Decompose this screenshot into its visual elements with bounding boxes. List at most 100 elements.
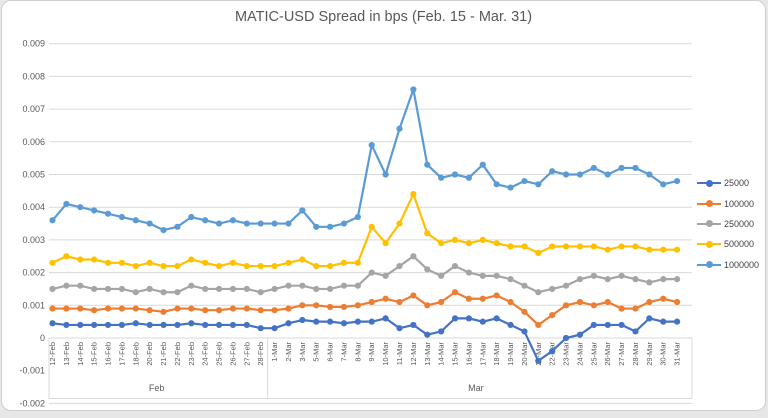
series-point-250000 <box>507 276 514 283</box>
series-point-250000 <box>174 289 181 296</box>
y-tick-label: 0 <box>40 333 45 343</box>
category-label: 15-Feb <box>90 342 99 366</box>
category-label: 15-Mar <box>451 342 460 366</box>
series-point-250000 <box>590 272 597 279</box>
category-label: 14-Mar <box>437 342 446 366</box>
series-point-100000 <box>576 298 584 306</box>
legend-item[interactable]: 25000 <box>697 173 759 193</box>
series-point-500000 <box>63 253 70 260</box>
series-point-1000000 <box>451 171 459 178</box>
series-point-250000 <box>229 285 237 293</box>
series-point-25000 <box>63 321 70 329</box>
category-label: 26-Feb <box>228 342 237 366</box>
series-point-25000 <box>243 321 250 329</box>
series-point-1000000 <box>243 220 250 227</box>
series-point-1000000 <box>590 164 597 172</box>
legend-item[interactable]: 250000 <box>697 214 759 234</box>
series-point-1000000 <box>188 213 195 221</box>
series-point-100000 <box>174 305 181 312</box>
series-point-500000 <box>549 243 556 250</box>
series-point-1000000 <box>396 125 403 132</box>
series-point-100000 <box>382 295 389 302</box>
series-point-250000 <box>188 282 195 289</box>
y-tick-label: 0.008 <box>22 71 45 81</box>
series-point-25000 <box>396 325 403 332</box>
category-label: 7-Mar <box>339 342 348 362</box>
legend-item[interactable]: 1000000 <box>697 255 759 275</box>
series-point-25000 <box>299 316 306 324</box>
series-point-25000 <box>465 315 472 322</box>
category-label: 11-Mar <box>395 342 404 366</box>
category-label: 30-Mar <box>659 342 668 366</box>
series-point-100000 <box>396 298 403 306</box>
series-point-1000000 <box>368 141 375 149</box>
series-point-500000 <box>340 259 348 266</box>
category-label: 17-Feb <box>117 342 126 366</box>
series-point-1000000 <box>465 174 472 181</box>
series-point-250000 <box>368 269 375 276</box>
series-point-250000 <box>327 285 334 293</box>
series-point-500000 <box>660 246 667 253</box>
series-point-25000 <box>368 318 375 325</box>
series-point-250000 <box>160 289 167 296</box>
series-point-100000 <box>674 298 681 306</box>
category-label: 17-Mar <box>478 342 487 366</box>
legend-item[interactable]: 500000 <box>697 234 759 254</box>
series-point-500000 <box>465 240 472 247</box>
series-point-25000 <box>562 334 570 342</box>
legend-item-label: 1000000 <box>724 259 760 270</box>
series-point-500000 <box>327 262 334 270</box>
series-point-25000 <box>660 318 667 325</box>
series-point-25000 <box>174 321 181 329</box>
series-point-100000 <box>340 303 348 311</box>
category-label: 18-Mar <box>492 342 501 366</box>
series-point-500000 <box>215 262 223 270</box>
series-point-500000 <box>77 256 84 263</box>
series-point-500000 <box>368 223 375 230</box>
series-point-1000000 <box>118 213 125 221</box>
series-point-250000 <box>479 272 486 279</box>
legend-item-label: 25000 <box>724 178 750 189</box>
series-point-500000 <box>493 240 500 247</box>
series-point-100000 <box>313 302 320 309</box>
series-point-500000 <box>562 243 570 250</box>
series-point-1000000 <box>493 181 500 188</box>
series-point-25000 <box>674 318 681 325</box>
category-label: 25-Feb <box>215 342 224 366</box>
series-line-100000 <box>51 291 679 327</box>
series-point-25000 <box>521 328 528 335</box>
series-point-25000 <box>354 318 361 325</box>
series-point-1000000 <box>535 181 542 188</box>
series-point-1000000 <box>674 177 681 185</box>
series-point-250000 <box>465 269 472 276</box>
series-point-100000 <box>438 298 445 306</box>
series-point-500000 <box>49 259 56 266</box>
category-label: 1-Mar <box>270 342 279 362</box>
series-point-100000 <box>299 302 306 309</box>
series-point-1000000 <box>507 184 514 191</box>
series-point-1000000 <box>410 86 417 93</box>
series-point-500000 <box>451 236 459 243</box>
series-point-25000 <box>535 357 542 364</box>
series-point-1000000 <box>91 207 98 214</box>
legend-item[interactable]: 100000 <box>697 193 759 213</box>
series-point-100000 <box>549 312 556 319</box>
series-point-1000000 <box>63 200 70 208</box>
series-point-250000 <box>104 285 112 293</box>
series-point-25000 <box>327 318 334 325</box>
series-marker-icon <box>697 220 721 228</box>
series-point-100000 <box>188 305 195 312</box>
series-point-100000 <box>521 308 528 315</box>
series-point-250000 <box>576 276 584 283</box>
series-point-500000 <box>299 256 306 263</box>
category-label: 18-Feb <box>131 342 140 366</box>
series-point-1000000 <box>354 213 361 221</box>
series-point-25000 <box>590 321 597 329</box>
series-point-100000 <box>327 303 334 311</box>
series-point-25000 <box>410 321 417 329</box>
series-marker-icon <box>697 179 721 187</box>
series-point-250000 <box>424 266 431 273</box>
series-point-100000 <box>424 302 431 309</box>
series-point-100000 <box>632 305 639 312</box>
series-point-1000000 <box>646 171 653 178</box>
